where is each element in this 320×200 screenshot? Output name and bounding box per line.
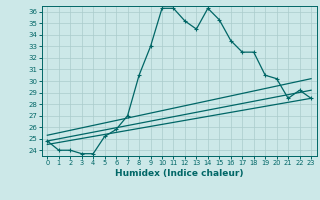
X-axis label: Humidex (Indice chaleur): Humidex (Indice chaleur) (115, 169, 244, 178)
